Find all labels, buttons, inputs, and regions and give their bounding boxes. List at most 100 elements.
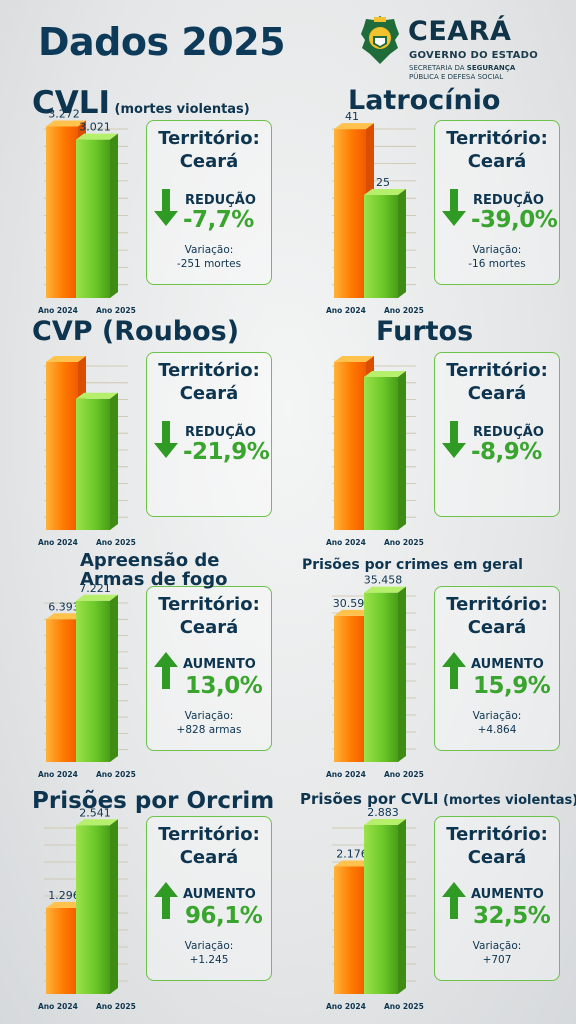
stat-panel: Ano 2024 Ano 2025 41 25 Território: Ceará REDU…: [288, 80, 576, 315]
panel-title-line: Latrocínio: [348, 85, 501, 116]
year-label: Ano 2024: [326, 1002, 366, 1011]
panel-title: Latrocínio: [348, 85, 501, 116]
panel-title-note: (mortes violentas): [110, 102, 250, 117]
stat-panel: Ano 2024 Ano 2025 Território: Ceará REDUÇÃO -…: [288, 312, 576, 547]
territory-label: Território: Ceará: [446, 594, 548, 638]
page-title: Dados 2025: [38, 20, 286, 64]
change-percent: -39,0%: [471, 207, 558, 233]
bar-chart: 30.594 35.458: [332, 574, 416, 762]
arrow-up-icon: [442, 652, 466, 689]
bar-top-face: [76, 392, 118, 399]
stat-panel: Ano 2024 Ano 2025 6.393 7.221 Território: Cea…: [0, 544, 288, 779]
year-label: Ano 2025: [96, 770, 136, 779]
panel-title-line: CVLI: [32, 85, 111, 121]
bar-2024: [334, 362, 366, 530]
panel-title-line: Furtos: [376, 316, 474, 347]
territory-label: Território: Ceará: [446, 360, 548, 404]
bar-side-face: [110, 133, 118, 298]
bar-2024: [46, 619, 78, 762]
change-percent: -21,9%: [183, 439, 270, 465]
change-kind: AUMENTO: [471, 887, 544, 902]
bar-2024: [334, 615, 366, 762]
panel-title-line: Prisões por Orcrim: [32, 788, 275, 814]
bar-top-face: [334, 123, 374, 130]
year-label: Ano 2025: [96, 538, 136, 547]
panel-title: Prisões por CVLI (mortes violentas): [300, 791, 576, 809]
change-kind: AUMENTO: [183, 657, 256, 672]
change-percent: -8,9%: [471, 439, 542, 465]
bar-side-face: [398, 370, 406, 530]
bar-side-face: [398, 586, 406, 762]
year-label: Ano 2025: [96, 306, 136, 315]
stat-box: Território: Ceará REDUÇÃO -8,9%: [434, 352, 560, 517]
change-kind: REDUÇÃO: [185, 193, 256, 208]
panel-title-line: Prisões por crimes em geral: [302, 557, 523, 573]
bar-chart: 2.176 2.883: [332, 806, 416, 994]
year-label: Ano 2024: [38, 770, 78, 779]
change-kind: REDUÇÃO: [473, 193, 544, 208]
territory-label: Território: Ceará: [158, 824, 260, 868]
year-label: Ano 2025: [384, 306, 424, 315]
panel-title: Prisões por crimes em geral: [302, 558, 523, 573]
change-percent: 96,1%: [185, 903, 263, 929]
stat-box: Território: Ceará AUMENTO 32,5% Variação: +70…: [434, 816, 560, 981]
year-label: Ano 2025: [384, 1002, 424, 1011]
change-kind: AUMENTO: [471, 657, 544, 672]
variation-text: Variação: -16 mortes: [468, 244, 526, 270]
stat-panel: Ano 2024 Ano 2025 30.594 35.458 Território: C…: [288, 544, 576, 779]
bar-value-label: 6.393: [48, 600, 80, 613]
stat-box: Território: Ceará AUMENTO 15,9% Variação: +4.…: [434, 586, 560, 751]
bar-2024: [334, 129, 366, 298]
stat-box: Território: Ceará REDUÇÃO -39,0% Variação: -1…: [434, 120, 560, 285]
stat-box: Território: Ceará REDUÇÃO -7,7% Variação: -25…: [146, 120, 272, 285]
panel-title-line: Apreensão de: [80, 550, 220, 571]
territory-label: Território: Ceará: [158, 594, 260, 638]
bar-side-face: [398, 818, 406, 994]
bar-top-face: [334, 356, 374, 362]
bar-value-label: 3.272: [48, 107, 80, 120]
year-label: Ano 2025: [96, 1002, 136, 1011]
territory-label: Território: Ceará: [158, 360, 260, 404]
bar-side-face: [398, 189, 406, 298]
year-label: Ano 2024: [326, 538, 366, 547]
logo-brand: CEARÁ: [408, 16, 512, 47]
bar-2025: [364, 592, 398, 762]
bar-2025: [76, 398, 110, 530]
bar-top-face: [46, 120, 86, 127]
bar-value-label: 2.541: [79, 806, 111, 819]
bar-value-label: 1.296: [48, 889, 80, 902]
year-label: Ano 2024: [38, 538, 78, 547]
arrow-up-icon: [154, 882, 178, 919]
bar-chart: [332, 356, 416, 530]
bar-2025: [76, 825, 110, 994]
bar-chart: 6.393 7.221: [44, 582, 128, 762]
logo-subtitle: GOVERNO DO ESTADO: [409, 50, 539, 61]
bar-2025: [364, 376, 398, 530]
year-label: Ano 2024: [326, 770, 366, 779]
bar-value-label: 25: [376, 176, 390, 189]
year-label: Ano 2024: [38, 306, 78, 315]
bar-2024: [46, 126, 78, 298]
bar-2025: [76, 139, 110, 298]
arrow-down-icon: [442, 189, 466, 226]
panel-title: Furtos: [376, 316, 474, 347]
panel-title-note: (mortes violentas): [438, 793, 576, 808]
territory-label: Território: Ceará: [446, 128, 548, 172]
change-percent: 15,9%: [473, 673, 551, 699]
arrow-down-icon: [442, 421, 466, 458]
bar-chart: 1.296 2.541: [44, 806, 128, 994]
territory-label: Território: Ceará: [158, 128, 260, 172]
bar-top-face: [46, 356, 86, 362]
bar-2025: [76, 600, 110, 762]
change-kind: AUMENTO: [183, 887, 256, 902]
bar-value-label: 2.883: [367, 806, 399, 819]
bar-side-face: [110, 819, 118, 994]
panel-title-line: CVP (Roubos): [32, 316, 240, 347]
bar-top-face: [76, 594, 118, 601]
change-percent: 13,0%: [185, 673, 263, 699]
bar-value-label: 7.221: [79, 582, 111, 595]
bar-2024: [334, 866, 366, 994]
variation-text: Variação: -251 mortes: [176, 244, 242, 270]
arrow-down-icon: [154, 421, 178, 458]
variation-text: Variação: +4.864: [472, 710, 522, 736]
